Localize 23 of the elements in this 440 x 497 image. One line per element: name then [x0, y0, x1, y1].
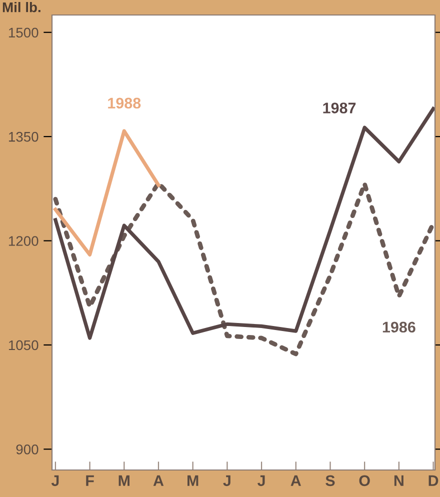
series-label: 1988 [108, 98, 141, 109]
x-tick-label: F [86, 475, 94, 486]
series-label: 1986 [382, 322, 416, 333]
x-tick-label: A [290, 475, 301, 486]
x-tick-label: A [153, 475, 164, 486]
line-series [53, 180, 435, 356]
y-tick-label: 1200 [8, 236, 38, 246]
y-tick-label: 900 [16, 444, 38, 454]
x-tick-label: O [359, 475, 370, 486]
x-tick-label: S [326, 475, 335, 486]
x-tick-label: J [258, 475, 265, 486]
y-tick-label: 1500 [8, 28, 38, 38]
line-series [54, 129, 160, 256]
series-label: 1987 [323, 102, 356, 114]
x-tick-label: J [51, 475, 59, 486]
x-tick-label: M [118, 475, 130, 486]
x-tick-label: N [394, 475, 404, 486]
y-axis-title: Mil lb. [2, 2, 40, 12]
x-tick-label: J [223, 475, 230, 486]
y-tick-label: 1350 [8, 132, 38, 142]
x-tick-label: D [428, 475, 438, 486]
y-tick-label: 1050 [8, 340, 38, 350]
x-tick-label: M [187, 475, 198, 486]
